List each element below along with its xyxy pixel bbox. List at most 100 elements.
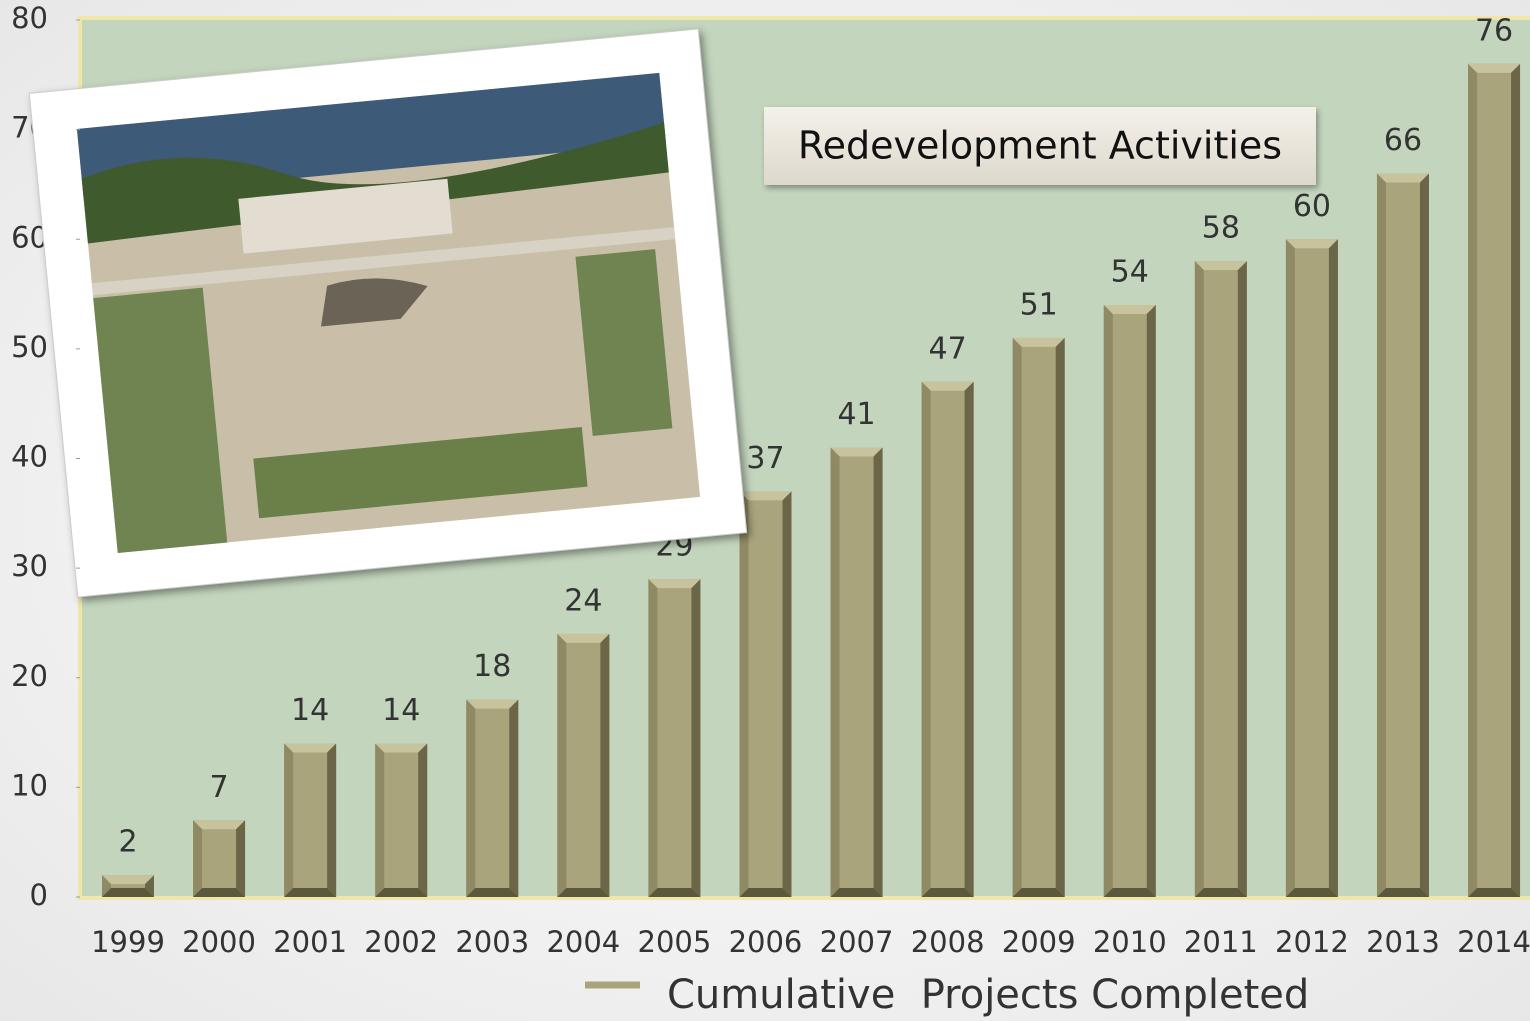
value-label: 7 bbox=[210, 770, 229, 805]
x-tick-label: 2010 bbox=[1093, 925, 1167, 959]
bar-bevel bbox=[1013, 888, 1065, 897]
bar-bevel bbox=[1238, 261, 1247, 897]
bar-bevel bbox=[1377, 888, 1429, 897]
value-label: 54 bbox=[1111, 255, 1149, 290]
y-tick-label: 10 bbox=[11, 768, 48, 802]
value-label: 58 bbox=[1202, 211, 1240, 246]
bar-bevel bbox=[648, 579, 700, 588]
value-label: 60 bbox=[1293, 189, 1331, 224]
bar-bevel bbox=[557, 634, 566, 897]
bar-bevel bbox=[1511, 64, 1520, 897]
bar-bevel bbox=[739, 888, 791, 897]
bar-bevel bbox=[600, 634, 609, 897]
bar-bevel bbox=[102, 888, 154, 897]
bar-bevel bbox=[1013, 338, 1065, 347]
x-tick-label: 2008 bbox=[911, 925, 985, 959]
x-tick-label: 2012 bbox=[1275, 925, 1349, 959]
bar-bevel bbox=[739, 491, 791, 500]
bar-bevel bbox=[1286, 239, 1338, 248]
bar-bevel bbox=[1468, 888, 1520, 897]
bar-bevel bbox=[1013, 338, 1022, 897]
bar-bevel bbox=[284, 744, 293, 897]
y-tick-label: 50 bbox=[11, 330, 48, 364]
bar-bevel bbox=[509, 700, 518, 897]
bar-bevel bbox=[193, 820, 202, 897]
value-label: 2 bbox=[118, 825, 137, 860]
bar-bevel bbox=[1104, 305, 1113, 897]
x-tick-label: 2000 bbox=[182, 925, 256, 959]
y-tick-label: 80 bbox=[11, 1, 48, 35]
y-tick-label: 30 bbox=[11, 549, 48, 583]
annotation-box: Redevelopment Activities bbox=[764, 107, 1316, 185]
value-label: 41 bbox=[837, 397, 875, 432]
y-tick-label: 0 bbox=[30, 878, 48, 912]
bar-bevel bbox=[831, 448, 840, 897]
x-tick-label: 2004 bbox=[546, 925, 620, 959]
bar-bevel bbox=[1195, 261, 1247, 270]
x-tick-label: 2011 bbox=[1184, 925, 1258, 959]
bar-bevel bbox=[1286, 239, 1295, 897]
legend-label: Cumulative Projects Completed bbox=[667, 972, 1309, 1018]
bar-bevel bbox=[236, 820, 245, 897]
value-label: 18 bbox=[473, 649, 511, 684]
bar-bevel bbox=[1104, 305, 1156, 314]
bar-bevel bbox=[739, 491, 748, 897]
value-label: 14 bbox=[291, 693, 329, 728]
x-tick-label: 2003 bbox=[455, 925, 529, 959]
bar-bevel bbox=[193, 820, 245, 829]
bar-bevel bbox=[375, 744, 384, 897]
bar-bevel bbox=[1104, 888, 1156, 897]
bar-bevel bbox=[1468, 64, 1477, 897]
bar-bevel bbox=[1377, 173, 1429, 182]
bar-bevel bbox=[965, 382, 974, 897]
y-tick-label: 20 bbox=[11, 659, 48, 693]
bar-bevel bbox=[782, 491, 791, 897]
bar-bevel bbox=[1286, 888, 1338, 897]
bar-bevel bbox=[831, 448, 883, 457]
bar-bevel bbox=[418, 744, 427, 897]
value-label: 66 bbox=[1384, 123, 1422, 158]
bar-bevel bbox=[1329, 239, 1338, 897]
chart: 271414182429374147515458606676 010203040… bbox=[0, 0, 1530, 1021]
x-tick-label: 2009 bbox=[1002, 925, 1076, 959]
bar-bevel bbox=[874, 448, 883, 897]
bar-bevel bbox=[375, 888, 427, 897]
x-tick-label: 2007 bbox=[820, 925, 894, 959]
bar-bevel bbox=[284, 744, 336, 753]
bar-bevel bbox=[1056, 338, 1065, 897]
x-tick-label: 2001 bbox=[273, 925, 347, 959]
bar-bevel bbox=[1420, 173, 1429, 897]
y-tick-label: 40 bbox=[11, 440, 48, 474]
x-tick-label: 2005 bbox=[638, 925, 712, 959]
bar-bevel bbox=[691, 579, 700, 897]
bar-bevel bbox=[1377, 173, 1386, 897]
bar-bevel bbox=[102, 875, 154, 884]
value-label: 51 bbox=[1020, 287, 1058, 322]
bar-bevel bbox=[1147, 305, 1156, 897]
x-tick-label: 1999 bbox=[91, 925, 165, 959]
bar-bevel bbox=[648, 579, 657, 897]
x-tick-label: 2014 bbox=[1457, 925, 1530, 959]
bar-bevel bbox=[1195, 888, 1247, 897]
bar-bevel bbox=[1468, 64, 1520, 73]
bar-bevel bbox=[922, 382, 931, 897]
value-label: 76 bbox=[1475, 13, 1513, 48]
value-label: 14 bbox=[382, 693, 420, 728]
bar-bevel bbox=[557, 888, 609, 897]
bar-bevel bbox=[327, 744, 336, 897]
bar-bevel bbox=[284, 888, 336, 897]
bar-bevel bbox=[922, 888, 974, 897]
photo bbox=[29, 29, 746, 597]
annotation: Redevelopment Activities bbox=[798, 124, 1282, 168]
x-tick-label: 2013 bbox=[1366, 925, 1440, 959]
bar-bevel bbox=[466, 700, 475, 897]
bar-bevel bbox=[193, 888, 245, 897]
bar-bevel bbox=[557, 634, 609, 643]
bar-bevel bbox=[466, 700, 518, 709]
x-tick-label: 2002 bbox=[364, 925, 438, 959]
bar-bevel bbox=[1195, 261, 1204, 897]
value-label: 37 bbox=[746, 441, 784, 476]
bar-bevel bbox=[648, 888, 700, 897]
value-label: 47 bbox=[929, 331, 967, 366]
bar-bevel bbox=[922, 382, 974, 391]
